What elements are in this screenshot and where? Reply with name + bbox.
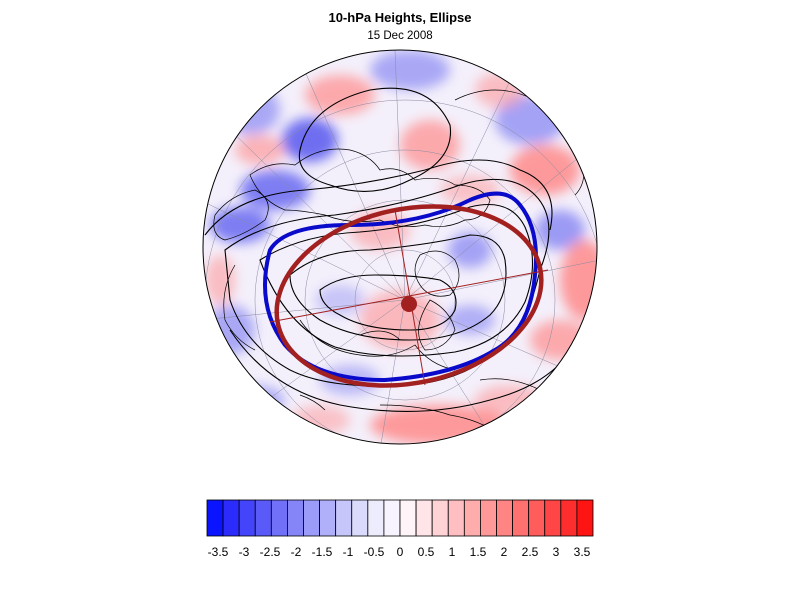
colorbar-swatch (544, 499, 562, 537)
colorbar-tick-label: 3.5 (574, 545, 591, 559)
colorbar-tick-label: -2 (291, 545, 302, 559)
anomaly-patch (360, 290, 440, 350)
colorbar-swatch (287, 499, 304, 537)
chart-subtitle: 15 Dec 2008 (367, 30, 433, 42)
colorbar-tick-label: -0.5 (364, 545, 385, 559)
colorbar-swatch (351, 499, 369, 537)
colorbar-swatch (463, 499, 481, 537)
anomaly-patch (240, 170, 310, 210)
anomaly-patch (400, 120, 460, 170)
colorbar-swatch (512, 499, 530, 537)
chart-title: 10-hPa Heights, Ellipse (328, 10, 472, 25)
colorbar-swatch (496, 499, 513, 537)
fitted-ellipse (269, 204, 549, 388)
colorbar-tick-label: 1 (449, 545, 456, 559)
ellipse-center-marker (401, 296, 417, 312)
colorbar-tick-label: -3 (239, 545, 250, 559)
anomaly-patch (282, 118, 338, 162)
colorbar-swatch (415, 499, 433, 537)
colorbar-swatch (206, 499, 224, 537)
anomaly-patch (440, 175, 500, 205)
anomaly-patch (445, 305, 495, 335)
anomaly-patch (510, 145, 580, 195)
colorbar-swatch (431, 499, 449, 537)
colorbar-swatch (303, 499, 320, 537)
anomaly-patch (235, 135, 285, 165)
anomaly-patch (560, 240, 597, 320)
anomaly-patch (370, 50, 450, 90)
colorbar-swatch (238, 499, 256, 537)
colorbar-tick-label: -2.5 (260, 545, 281, 559)
colorbar-tick-label: 0 (397, 545, 404, 559)
anomaly-patch (448, 232, 492, 268)
colorbar-tick-label: -1.5 (312, 545, 333, 559)
colorbar-tick-label: 2.5 (522, 545, 539, 559)
colorbar-tick-label: 3 (553, 545, 560, 559)
globe-outline (202, 49, 598, 445)
colorbar-swatch (399, 499, 417, 537)
colorbar-tick-label: 0.5 (418, 545, 435, 559)
anomaly-patch (305, 75, 375, 115)
colorbar-tick-label: -3.5 (208, 545, 229, 559)
colorbar-swatch (447, 499, 465, 537)
colorbar-swatch (222, 499, 240, 537)
height-contours (204, 87, 576, 412)
colorbar-tick-label: 2 (501, 545, 508, 559)
colorbar-swatch (319, 499, 337, 537)
colorbar-swatch (335, 499, 353, 537)
colorbar-swatch (560, 499, 578, 537)
colorbar-swatch (576, 499, 594, 537)
colorbar-tick-label: 1.5 (470, 545, 487, 559)
polar-map (202, 49, 598, 445)
anomaly-patch (210, 207, 270, 243)
colorbar-swatch (254, 499, 272, 537)
colorbar-swatch (270, 499, 288, 537)
colorbar-swatch (528, 499, 546, 537)
colorbar-tick-label: -1 (343, 545, 354, 559)
colorbar-swatch (480, 499, 497, 537)
anomaly-patch (205, 255, 235, 305)
colorbar-swatch (383, 499, 401, 537)
colorbar-swatch (367, 499, 385, 537)
